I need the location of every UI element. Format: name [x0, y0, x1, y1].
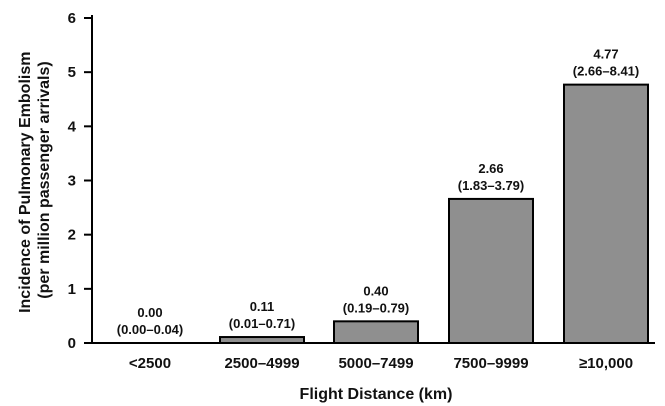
y-tick-label: 3	[68, 173, 76, 190]
x-tick-label: <2500	[129, 355, 171, 372]
bar	[563, 83, 649, 344]
y-tick-label: 1	[68, 281, 76, 298]
bar-ci-label: (0.01–0.71)	[229, 316, 296, 331]
bar-value-label: 0.40	[363, 283, 388, 298]
bar	[448, 197, 534, 344]
bar-value-label: 0.00	[137, 305, 162, 320]
y-ticks: 0 1 2 3 4 5 6	[68, 10, 92, 352]
y-tick-label: 5	[68, 64, 76, 81]
y-tick-label: 2	[68, 227, 76, 244]
bar-ci-label: (0.19–0.79)	[343, 300, 410, 315]
bar	[333, 320, 419, 345]
bar-ci-label: (2.66–8.41)	[573, 64, 640, 79]
x-tick-label: ≥10,000	[579, 355, 633, 372]
y-tick-label: 6	[68, 10, 76, 27]
x-axis-title: Flight Distance (km)	[300, 386, 453, 403]
x-ticks: <2500 2500–4999 5000–7499 7500–9999 ≥10,000	[129, 355, 633, 372]
x-tick-label: 2500–4999	[224, 355, 299, 372]
bar-value-label: 0.11	[250, 299, 275, 314]
bar-ci-label: (1.83–3.79)	[458, 178, 525, 193]
x-tick-label: 5000–7499	[338, 355, 413, 372]
data-labels: (0.00–0.04) 0.00 (0.01–0.71) 0.11 (0.19–0.79…	[117, 47, 640, 337]
bars-layer	[219, 83, 649, 345]
x-tick-label: 7500–9999	[453, 355, 528, 372]
bar-value-label: 2.66	[478, 161, 503, 176]
y-tick-label: 0	[68, 335, 76, 352]
y-axis-title-line-2: (per million passenger arrivals)	[36, 61, 53, 298]
bar-value-label: 4.77	[593, 47, 618, 62]
y-axis-title: Incidence of Pulmonary Embolism (per mil…	[17, 47, 53, 313]
y-tick-label: 4	[68, 118, 77, 135]
y-axis-title-line-1: Incidence of Pulmonary Embolism	[17, 52, 34, 313]
bar-ci-label: (0.00–0.04)	[117, 322, 184, 337]
